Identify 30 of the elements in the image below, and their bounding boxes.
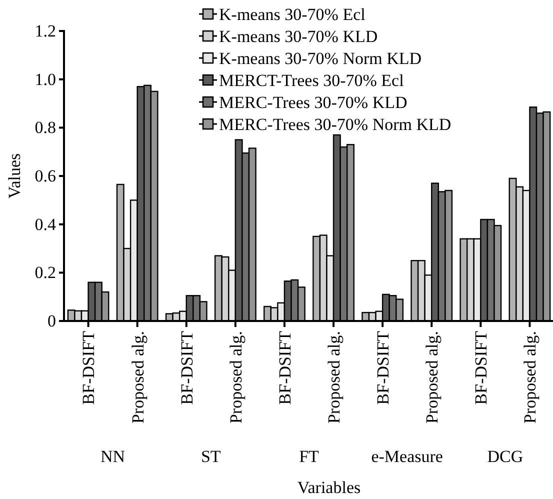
legend-label: K-means 30-70% Norm KLD xyxy=(219,48,422,68)
text: FT xyxy=(299,447,320,466)
x-tick-label: Proposed alg. xyxy=(226,331,246,424)
y-axis-title: Values xyxy=(5,153,24,199)
legend-label: MERCT-Trees 30-70% Ecl xyxy=(219,70,404,90)
x-tick-label: BF-DSIFT xyxy=(177,330,196,405)
x-tick-label: Proposed alg. xyxy=(422,331,442,424)
x-axis-title: Variables xyxy=(297,478,361,497)
y-tick-label: 0 xyxy=(48,311,56,330)
y-tick-label: 0.6 xyxy=(34,166,56,186)
text: DCG xyxy=(487,447,524,466)
x-tick-label: BF-DSIFT xyxy=(275,330,294,405)
y-tick-label: 0.8 xyxy=(34,118,56,138)
y-tick-label: 1.2 xyxy=(34,21,56,40)
legend-label: K-means 30-70% KLD xyxy=(219,26,378,46)
x-tick-label: Proposed alg. xyxy=(520,331,540,424)
text: e-Measure xyxy=(371,447,443,466)
y-tick-label: 1.0 xyxy=(34,70,56,89)
y-tick-label: 0.4 xyxy=(34,214,56,234)
legend-label: K-means 30-70% Ecl xyxy=(219,4,366,24)
legend-label: MERC-Trees 30-70% KLD xyxy=(219,92,408,112)
text: NN xyxy=(100,447,126,466)
y-tick-label: 0.2 xyxy=(34,263,56,282)
x-tick-label: BF-DSIFT xyxy=(374,330,393,405)
legend-label: MERC-Trees 30-70% Norm KLD xyxy=(219,114,452,134)
x-tick-label: Proposed alg. xyxy=(324,331,344,424)
x-tick-label: Proposed alg. xyxy=(128,331,148,424)
x-tick-label: BF-DSIFT xyxy=(79,330,98,405)
text: ST xyxy=(200,447,222,466)
x-tick-label: BF-DSIFT xyxy=(472,330,491,405)
